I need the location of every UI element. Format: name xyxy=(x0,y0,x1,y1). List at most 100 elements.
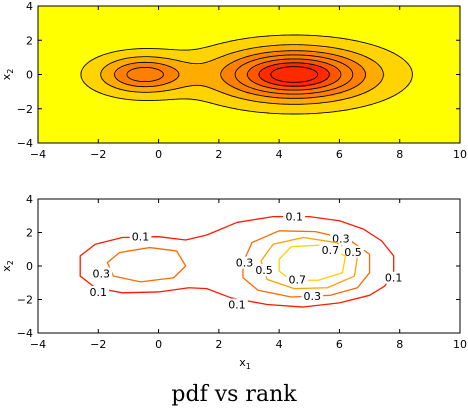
density-cell xyxy=(363,62,367,65)
density-cell xyxy=(336,91,340,94)
density-cell xyxy=(83,74,87,77)
density-cell xyxy=(285,79,289,82)
density-cell xyxy=(107,93,111,96)
density-cell xyxy=(209,65,214,69)
density-cell xyxy=(348,47,352,50)
density-cell xyxy=(149,74,153,77)
density-cell xyxy=(215,47,220,50)
density-cell xyxy=(224,50,229,53)
density-cell xyxy=(227,41,232,45)
density-cell xyxy=(203,83,208,86)
density-cell xyxy=(197,79,202,82)
density-cell xyxy=(215,77,220,81)
density-cell xyxy=(140,53,144,57)
density-cell xyxy=(119,55,123,58)
density-cell xyxy=(348,101,352,105)
density-cell xyxy=(209,77,214,81)
density-cell xyxy=(330,57,334,60)
density-cell xyxy=(312,108,316,111)
density-cell xyxy=(348,81,352,84)
density-cell xyxy=(255,69,259,72)
density-cell xyxy=(146,57,150,60)
density-cell xyxy=(101,60,105,63)
density-cell xyxy=(300,83,304,86)
density-cell xyxy=(390,83,395,86)
density-cell xyxy=(164,91,169,94)
density-cell xyxy=(297,41,301,45)
density-cell xyxy=(294,64,298,67)
density-cell xyxy=(197,53,202,57)
density-cell xyxy=(366,67,370,70)
density-cell xyxy=(224,77,229,81)
density-cell xyxy=(258,91,262,94)
density-cell xyxy=(303,50,307,53)
density-cell xyxy=(255,41,259,45)
density-cell xyxy=(107,84,111,87)
density-cell xyxy=(285,35,289,38)
density-cell xyxy=(372,95,376,98)
density-cell xyxy=(324,41,328,45)
density-cell xyxy=(167,55,172,58)
density-cell xyxy=(218,48,223,51)
density-cell xyxy=(288,71,292,74)
density-cell xyxy=(306,101,310,105)
density-cell xyxy=(327,60,331,63)
density-cell xyxy=(167,69,172,72)
density-cell xyxy=(179,67,184,70)
density-cell xyxy=(233,96,238,99)
density-cell xyxy=(224,103,229,106)
density-cell xyxy=(128,53,132,57)
density-cell xyxy=(242,77,247,81)
density-cell xyxy=(324,72,328,75)
density-cell xyxy=(267,38,271,41)
density-cell xyxy=(294,41,298,45)
density-cell xyxy=(381,69,386,72)
density-cell xyxy=(381,60,386,63)
density-cell xyxy=(405,76,410,79)
density-cell xyxy=(375,77,380,81)
density-cell xyxy=(215,45,220,48)
density-cell xyxy=(318,36,322,39)
density-cell xyxy=(212,53,217,57)
density-cell xyxy=(152,89,156,93)
density-cell xyxy=(249,40,253,43)
density-cell xyxy=(176,57,181,60)
density-cell xyxy=(372,69,376,72)
density-cell xyxy=(405,74,410,77)
x-tick-label: −2 xyxy=(90,148,106,161)
density-cell xyxy=(270,57,274,60)
density-cell xyxy=(185,52,190,55)
density-cell xyxy=(273,52,277,55)
density-cell xyxy=(236,89,241,93)
density-cell xyxy=(176,53,181,57)
density-cell xyxy=(261,107,265,110)
density-cell xyxy=(146,83,150,86)
density-cell xyxy=(303,101,307,105)
density-cell xyxy=(128,95,132,98)
density-cell xyxy=(218,67,223,70)
contour-line xyxy=(126,54,354,95)
density-cell xyxy=(164,52,169,55)
density-cell xyxy=(131,65,135,69)
density-cell xyxy=(258,38,262,41)
density-cell xyxy=(242,64,247,67)
density-cell xyxy=(137,48,141,51)
density-cell xyxy=(267,50,271,53)
density-cell xyxy=(297,40,301,43)
density-cell xyxy=(227,91,232,94)
density-cell xyxy=(405,79,410,82)
density-cell xyxy=(218,84,223,87)
density-cell xyxy=(312,76,316,79)
density-cell xyxy=(110,52,114,55)
density-cell xyxy=(89,72,93,75)
density-cell xyxy=(330,74,334,77)
density-cell xyxy=(242,108,247,111)
y-tick-label: −2 xyxy=(17,294,33,307)
density-cell xyxy=(354,81,358,84)
density-cell xyxy=(143,96,147,99)
density-cell xyxy=(279,59,283,62)
density-cell xyxy=(116,62,120,65)
density-cell xyxy=(89,77,93,81)
density-cell xyxy=(194,57,199,60)
